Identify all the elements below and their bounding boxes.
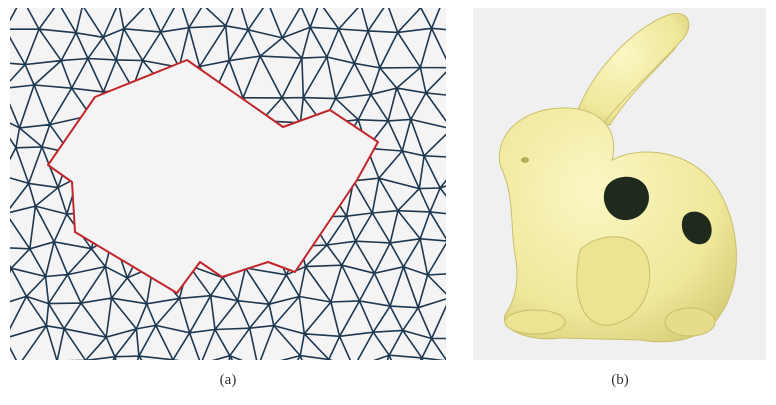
- panel-a: [10, 8, 446, 360]
- hole: [603, 176, 649, 221]
- bunny-paw: [504, 309, 566, 335]
- panel-label: (a): [220, 372, 237, 388]
- bunny-eye: [521, 157, 529, 163]
- bunny-body: [498, 107, 737, 343]
- panel-label: (b): [611, 372, 629, 388]
- bunny: [498, 12, 737, 343]
- hole: [681, 211, 712, 245]
- hole-boundary: [47, 59, 379, 294]
- bunny-foot: [664, 307, 716, 337]
- bunny-ear-front: [574, 12, 690, 129]
- bunny-leg: [576, 236, 651, 326]
- panel-b: [473, 8, 766, 360]
